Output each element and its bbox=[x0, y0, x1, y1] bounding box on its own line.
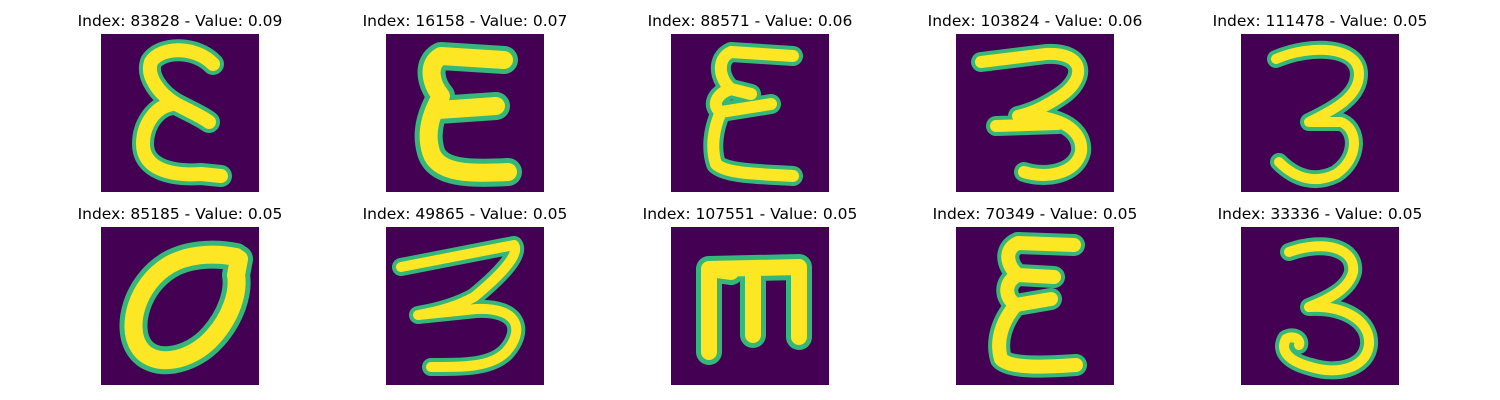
panel-index: 107551 bbox=[695, 205, 754, 223]
panel-title: Index: 83828 - Value: 0.09 bbox=[40, 12, 320, 30]
epsilon-glyph bbox=[386, 34, 544, 192]
panel-9: Index: 33336 - Value: 0.05 bbox=[1180, 205, 1460, 385]
panel-value: 0.05 bbox=[248, 205, 283, 223]
panel-index: 88571 bbox=[700, 12, 749, 30]
panel-index: 16158 bbox=[415, 12, 464, 30]
panel-value: 0.05 bbox=[1393, 12, 1428, 30]
panel-4: Index: 111478 - Value: 0.05 bbox=[1180, 12, 1460, 192]
panel-title: Index: 70349 - Value: 0.05 bbox=[895, 205, 1175, 223]
panel-value: 0.06 bbox=[818, 12, 853, 30]
panel-value: 0.05 bbox=[1103, 205, 1138, 223]
digit-image bbox=[671, 34, 829, 192]
panel-title: Index: 33336 - Value: 0.05 bbox=[1180, 205, 1460, 223]
panel-title: Index: 103824 - Value: 0.06 bbox=[895, 12, 1175, 30]
panel-value: 0.07 bbox=[533, 12, 568, 30]
panel-6: Index: 49865 - Value: 0.05 bbox=[325, 205, 605, 385]
panel-index: 85185 bbox=[130, 205, 179, 223]
panel-title: Index: 107551 - Value: 0.05 bbox=[610, 205, 890, 223]
panel-index: 49865 bbox=[415, 205, 464, 223]
epsilon-glyph bbox=[101, 34, 259, 192]
panel-index: 83828 bbox=[130, 12, 179, 30]
digit-image bbox=[956, 227, 1114, 385]
panel-1: Index: 16158 - Value: 0.07 bbox=[325, 12, 605, 192]
digit-image bbox=[386, 227, 544, 385]
panel-title: Index: 111478 - Value: 0.05 bbox=[1180, 12, 1460, 30]
digit-image bbox=[101, 34, 259, 192]
digit-image bbox=[1241, 227, 1399, 385]
panel-index: 70349 bbox=[985, 205, 1034, 223]
digit-image bbox=[1241, 34, 1399, 192]
digit-image bbox=[386, 34, 544, 192]
panel-value: 0.09 bbox=[248, 12, 283, 30]
panel-index: 33336 bbox=[1270, 205, 1319, 223]
panel-title: Index: 88571 - Value: 0.06 bbox=[610, 12, 890, 30]
panel-title: Index: 16158 - Value: 0.07 bbox=[325, 12, 605, 30]
panel-3: Index: 103824 - Value: 0.06 bbox=[895, 12, 1175, 192]
panel-2: Index: 88571 - Value: 0.06 bbox=[610, 12, 890, 192]
m-glyph bbox=[671, 227, 829, 385]
panel-title: Index: 49865 - Value: 0.05 bbox=[325, 205, 605, 223]
panel-title: Index: 85185 - Value: 0.05 bbox=[40, 205, 320, 223]
digit-image bbox=[671, 227, 829, 385]
three-glyph bbox=[1241, 227, 1399, 385]
sigma-glyph bbox=[101, 227, 259, 385]
three-glyph bbox=[956, 34, 1114, 192]
panel-8: Index: 70349 - Value: 0.05 bbox=[895, 205, 1175, 385]
panel-value: 0.05 bbox=[1388, 205, 1423, 223]
panel-value: 0.05 bbox=[823, 205, 858, 223]
panel-index: 103824 bbox=[980, 12, 1039, 30]
panel-value: 0.06 bbox=[1108, 12, 1143, 30]
panel-5: Index: 85185 - Value: 0.05 bbox=[40, 205, 320, 385]
epsilon-glyph bbox=[956, 227, 1114, 385]
panel-value: 0.05 bbox=[533, 205, 568, 223]
three-glyph bbox=[1241, 34, 1399, 192]
digit-image bbox=[101, 227, 259, 385]
panel-index: 111478 bbox=[1265, 12, 1324, 30]
three-glyph bbox=[386, 227, 544, 385]
panel-7: Index: 107551 - Value: 0.05 bbox=[610, 205, 890, 385]
epsilon-glyph bbox=[671, 34, 829, 192]
digit-image bbox=[956, 34, 1114, 192]
panel-0: Index: 83828 - Value: 0.09 bbox=[40, 12, 320, 192]
